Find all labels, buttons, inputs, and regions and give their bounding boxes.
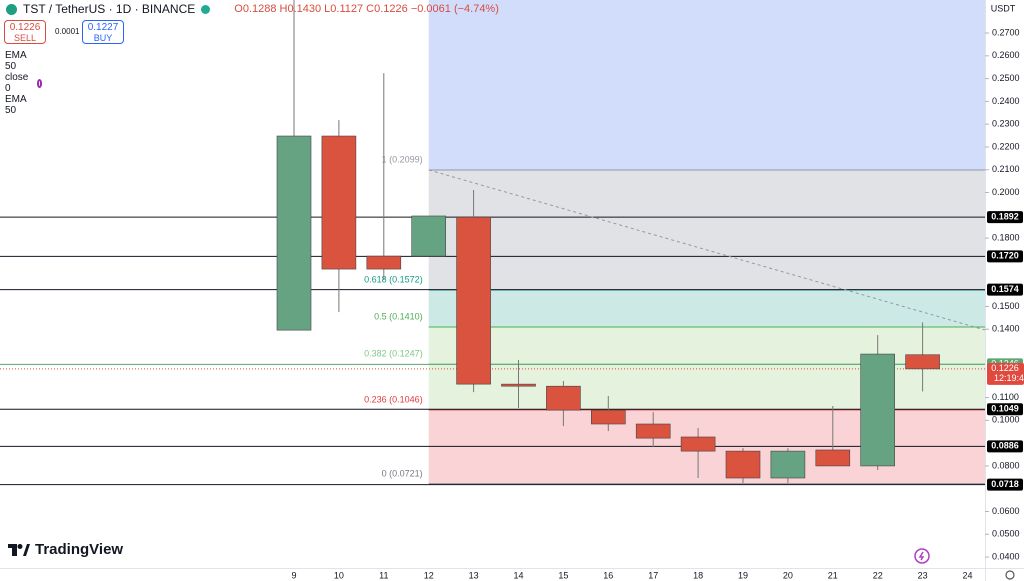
candle-body (680, 436, 716, 452)
level-label: 0.0718 (991, 479, 1019, 489)
fib-label: 0.5 (0.1410) (374, 311, 423, 321)
fib-label: 1 (0.2099) (382, 154, 423, 164)
x-tick-label: 9 (291, 570, 296, 580)
symbol-row: TST / TetherUS · 1D · BINANCE O0.1288 H0.… (6, 2, 499, 16)
level-label: 0.1720 (991, 251, 1019, 261)
countdown: 12:19:4 (994, 373, 1024, 383)
y-tick-label: 0.0500 (992, 529, 1020, 539)
level-badge (987, 440, 1023, 453)
candle-body (905, 354, 940, 370)
brand-name: TradingView (35, 541, 124, 558)
last-price-badge (987, 362, 1024, 385)
candle-body (725, 450, 761, 479)
x-tick-label: 21 (828, 570, 838, 580)
y-tick-label: 0.1400 (992, 324, 1020, 334)
candle-body (635, 423, 671, 439)
fib-zone (428, 326, 985, 365)
candle-body (276, 135, 312, 331)
x-tick-label: 13 (469, 570, 479, 580)
x-tick-label: 23 (918, 570, 928, 580)
candle-body (366, 255, 402, 270)
ohlc: O0.1288 H0.1430 L0.1127 C0.1226 −0.0061 … (234, 3, 499, 15)
x-tick-label: 24 (962, 570, 972, 580)
y-tick-label: 0.2000 (992, 187, 1020, 197)
sell-price: 0.1226 (9, 22, 41, 33)
y-tick-label: 0.2300 (992, 119, 1020, 129)
icon (914, 548, 930, 564)
fib-label: 0.236 (0.1046) (364, 394, 423, 404)
candle-body (860, 353, 896, 467)
x-tick-label: 19 (738, 570, 748, 580)
sell-label: SELL (13, 33, 37, 43)
level-badge (987, 211, 1023, 224)
y-tick-label: 0.1800 (992, 232, 1020, 242)
trend-line (428, 169, 986, 331)
brand-logo (8, 543, 30, 556)
x-tick-label: 15 (558, 570, 568, 580)
x-tick-label: 16 (603, 570, 613, 580)
y-tick-label: 0.0400 (992, 551, 1020, 561)
level-label: 0.0886 (991, 441, 1019, 451)
buy-button[interactable]: 0.1227 BUY (82, 20, 124, 44)
y-tick-label: 0.2200 (992, 141, 1020, 151)
brand: TradingView (8, 541, 123, 558)
buy-label: BUY (93, 33, 113, 43)
candle-body (590, 409, 626, 425)
last-price-label: 0.1226 (991, 363, 1019, 373)
x-tick-label: 11 (379, 570, 388, 580)
level-label: 0.1574 (991, 284, 1019, 294)
x-tick-label: 20 (783, 570, 793, 580)
candle-body (411, 215, 447, 257)
level-label: 0.1892 (991, 212, 1019, 222)
y-tick-label: 0.2100 (992, 164, 1020, 174)
y-tick-label: 0.2700 (992, 27, 1020, 37)
x-tick-label: 18 (693, 570, 703, 580)
y-tick-label: 0.0600 (992, 506, 1020, 516)
settings-icon[interactable] (1005, 570, 1015, 580)
sell-button[interactable]: 0.1226 SELL (4, 20, 46, 44)
level-badge (987, 478, 1023, 491)
indicator-label: EMA 50 close 0 EMA 50 (5, 50, 29, 116)
axis-unit: USDT (991, 3, 1016, 13)
y-tick-label: 0.2600 (992, 50, 1020, 60)
candle-body (815, 449, 851, 467)
y-tick-label: 0.0800 (992, 460, 1020, 470)
status-dot (201, 4, 211, 14)
spread: 0.0001 (55, 27, 80, 36)
fib-zone (428, 364, 985, 410)
y-tick-label: 0.1500 (992, 301, 1020, 311)
y-tick-label: 0.2400 (992, 96, 1020, 106)
fib-zone (428, 0, 985, 170)
x-tick-label: 22 (873, 570, 883, 580)
candle-body (321, 135, 357, 270)
fib-zone (428, 290, 985, 327)
candle-body (501, 383, 536, 387)
x-tick-label: 17 (648, 570, 658, 580)
y-tick-label: 0.1100 (992, 392, 1019, 402)
x-tick-label: 10 (334, 570, 344, 580)
x-tick-label: 12 (424, 570, 434, 580)
candle-body (456, 216, 491, 385)
fib-label: 0.382 (0.1247) (364, 348, 423, 358)
x-tick-label: 14 (513, 570, 523, 580)
indicator-row: EMA 50 close 0 EMA 50 (5, 50, 43, 116)
symbol-icon (6, 3, 17, 15)
candle-body (546, 385, 581, 411)
fib-label: 0 (0.0721) (382, 468, 423, 478)
level-badge (987, 283, 1023, 296)
fib-label: 0.618 (0.1572) (364, 274, 423, 284)
level-badge (987, 250, 1023, 263)
level-label: 0.1049 (991, 404, 1019, 414)
symbol-title: TST / TetherUS · 1D · BINANCE (23, 2, 196, 16)
fib-zone (428, 169, 985, 291)
y-tick-label: 0.2500 (992, 73, 1020, 83)
buy-price: 0.1227 (87, 22, 119, 33)
indicator-icon[interactable] (37, 78, 43, 88)
y-tick-label: 0.1000 (992, 415, 1020, 425)
candle-body (770, 450, 806, 479)
level-badge (987, 403, 1023, 416)
